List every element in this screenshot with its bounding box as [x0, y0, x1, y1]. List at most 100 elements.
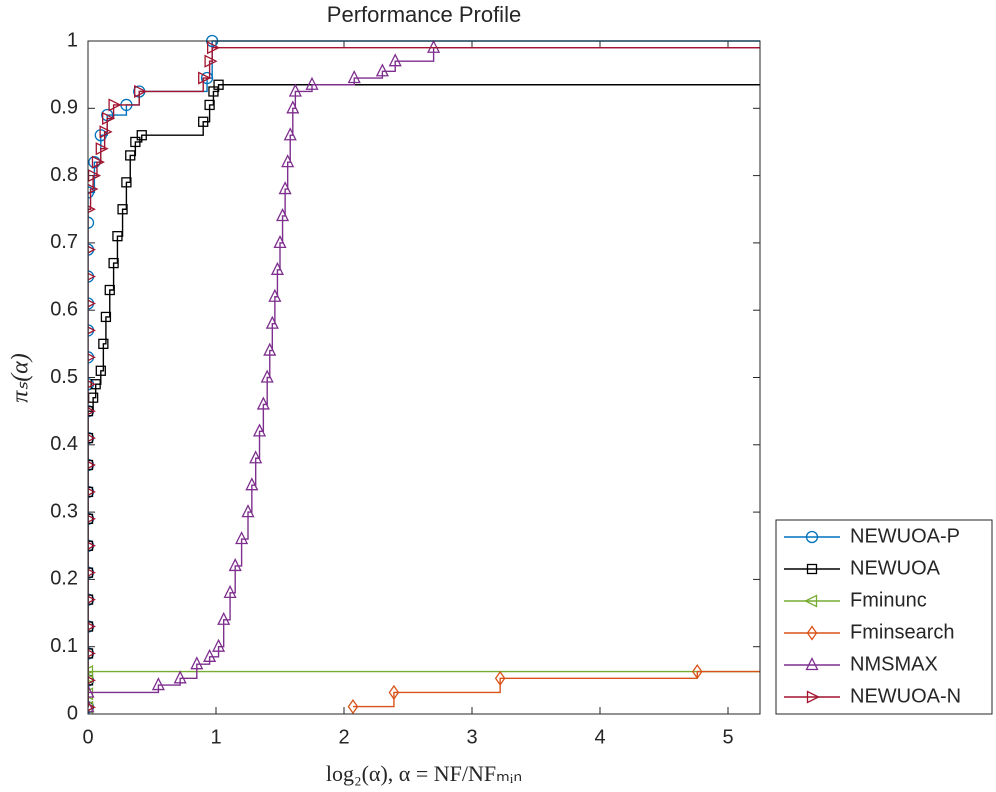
data-point: [90, 379, 101, 390]
data-point: [494, 670, 506, 686]
data-point: [88, 595, 96, 604]
series-line: [88, 47, 760, 708]
data-point: [125, 150, 136, 161]
data-point: [173, 670, 187, 684]
data-point: [213, 79, 224, 90]
data-point: [117, 204, 128, 215]
y-tick-label: 0.7: [50, 231, 78, 253]
data-point: [249, 450, 263, 464]
legend-label: Fminunc: [850, 589, 927, 611]
data-point: [108, 257, 119, 269]
data-point: [198, 116, 209, 127]
x-tick-label: 1: [210, 726, 221, 748]
legend-marker: [806, 625, 818, 641]
legend-marker: [806, 690, 820, 704]
data-point: [241, 504, 255, 518]
legend-label: Fminsearch: [850, 621, 954, 643]
data-point: [88, 432, 94, 444]
data-point: [88, 405, 94, 417]
data-point: [88, 514, 96, 523]
data-point: [190, 656, 204, 670]
data-point: [691, 663, 703, 680]
y-tick-label: 0.1: [50, 635, 78, 657]
data-point: [88, 487, 96, 496]
data-point: [273, 234, 287, 249]
data-point: [286, 100, 300, 114]
data-point: [88, 541, 96, 550]
data-point: [263, 342, 277, 356]
plot-area: [88, 41, 760, 714]
y-tick-label: 0.6: [50, 298, 78, 320]
y-tick-label: 0.4: [50, 433, 78, 455]
data-point: [278, 181, 292, 195]
y-tick-label: 0.5: [50, 366, 78, 388]
y-tick-label: 0.9: [50, 97, 78, 119]
data-point: [104, 284, 115, 296]
data-point: [265, 315, 279, 329]
data-point: [88, 459, 94, 471]
data-point: [112, 231, 123, 242]
y-tick-label: 1: [67, 29, 78, 51]
data-point: [94, 129, 107, 142]
data-point: [121, 177, 132, 188]
data-point: [88, 594, 94, 605]
data-point: [204, 99, 215, 111]
data-point: [217, 611, 231, 625]
series-layer: [88, 34, 760, 715]
data-point: [260, 369, 274, 383]
data-point: [130, 136, 141, 148]
legend-label: NMSMAX: [850, 653, 938, 675]
data-point: [347, 698, 359, 715]
data-point: [427, 39, 441, 53]
data-point: [88, 513, 94, 524]
data-point: [305, 76, 319, 90]
data-point: [95, 142, 109, 156]
x-tick-label: 0: [82, 726, 93, 748]
data-point: [88, 272, 96, 281]
data-point: [88, 684, 95, 698]
data-point: [88, 326, 96, 335]
data-point: [228, 557, 242, 572]
data-point: [388, 53, 402, 67]
x-tick-label: 5: [722, 726, 733, 748]
series-line: [88, 670, 760, 708]
data-point: [88, 567, 94, 578]
data-point: [88, 245, 96, 254]
y-tick-label: 0.2: [50, 568, 78, 590]
data-point: [88, 621, 94, 632]
data-point: [288, 83, 302, 97]
data-point: [88, 434, 96, 443]
data-point: [235, 531, 249, 545]
series-line: [88, 84, 760, 708]
data-point: [375, 63, 389, 77]
data-point: [212, 638, 226, 652]
y-axis-label: πₛ(α): [8, 353, 34, 403]
data-point: [98, 338, 109, 350]
data-point: [223, 584, 237, 599]
x-tick-label: 3: [466, 726, 477, 748]
chart-title: Performance Profile: [327, 2, 521, 27]
y-tick-label: 0: [67, 702, 78, 724]
legend-marker: [805, 530, 819, 544]
data-point: [88, 700, 94, 714]
data-point: [388, 684, 400, 701]
data-point: [88, 216, 95, 229]
x-tick-label: 4: [594, 726, 605, 748]
data-point: [88, 183, 99, 195]
data-point: [88, 699, 95, 713]
data-point: [200, 71, 214, 85]
legend-label: NEWUOA: [850, 557, 941, 579]
data-point: [88, 461, 96, 469]
data-point: [108, 98, 122, 112]
data-point: [102, 111, 116, 125]
data-point: [88, 407, 96, 416]
legend-box: [775, 519, 993, 715]
data-point: [281, 154, 295, 168]
data-point: [88, 622, 96, 631]
data-point: [88, 169, 102, 183]
data-point: [88, 665, 94, 679]
data-point: [88, 205, 96, 214]
data-point: [91, 155, 105, 169]
data-point: [207, 41, 221, 55]
